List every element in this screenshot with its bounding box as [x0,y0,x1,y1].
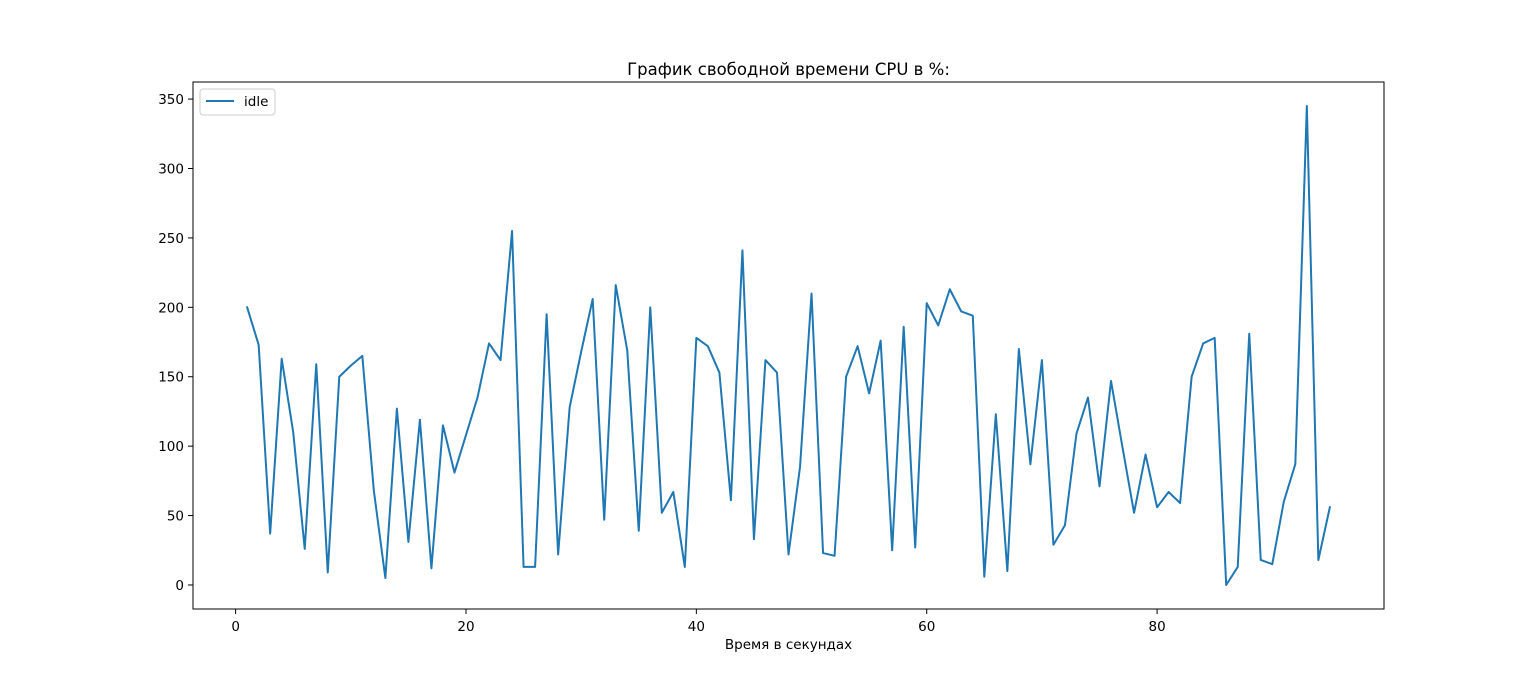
y-tick-label: 300 [158,161,184,177]
legend: idle [199,88,276,116]
y-tick-label: 150 [158,370,184,386]
y-tick-label: 350 [158,92,184,108]
x-tick-label: 40 [688,619,705,635]
axes-frame [192,81,1385,610]
x-tick-label: 60 [918,619,935,635]
legend-box [199,88,276,116]
y-tick-label: 100 [158,439,184,455]
y-tick-label: 200 [158,300,184,316]
x-tick-label: 0 [231,619,240,635]
chart-title: График свободной времени CPU в %: [627,60,950,79]
y-tick-label: 50 [167,509,184,525]
legend-label-idle: idle [244,94,268,110]
x-tick-label: 80 [1148,619,1165,635]
series-line-idle [245,105,1332,586]
x-tick-label: 20 [457,619,474,635]
y-tick-label: 250 [158,231,184,247]
plot-area: 0 20 40 60 80 0 50 100 150 200 250 300 350 [158,81,1385,635]
y-tick-label: 0 [175,578,184,594]
x-axis-label: Время в секундах [725,637,852,653]
